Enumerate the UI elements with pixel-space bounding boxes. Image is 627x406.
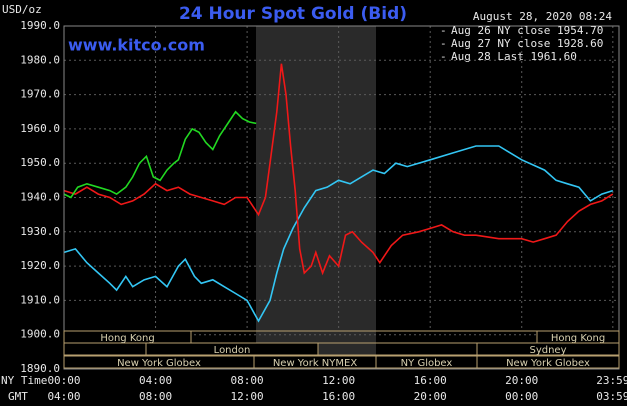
- x2-axis-label: GMT: [8, 390, 28, 403]
- y-tick-label: 1970.0: [20, 88, 60, 101]
- x2-tick-label: 20:00: [414, 390, 447, 403]
- price-line: [63, 63, 614, 276]
- session-label: New York Globex: [117, 358, 201, 369]
- x-tick-label: 12:00: [322, 374, 355, 387]
- legend-label: Aug 28 Last 1961.60: [451, 50, 577, 63]
- session-label: New York NYMEX: [273, 358, 358, 369]
- session-label: New York Globex: [506, 358, 590, 369]
- y-tick-label: 1890.0: [20, 362, 60, 375]
- chart-title: 24 Hour Spot Gold (Bid): [179, 4, 407, 24]
- x2-tick-label: 04:00: [47, 390, 80, 403]
- session-label: NY Globex: [401, 358, 453, 369]
- legend-swatch: -: [440, 37, 447, 50]
- session-box: [145, 342, 319, 356]
- y-tick-label: 1910.0: [20, 293, 60, 306]
- x2-tick-label: 12:00: [231, 390, 264, 403]
- y-tick-label: 1960.0: [20, 122, 60, 135]
- legend-label: Aug 27 NY close 1928.60: [451, 37, 603, 50]
- y-axis-label: USD/oz: [2, 3, 42, 16]
- price-line: [63, 145, 614, 323]
- x-axis-label: NY Time: [1, 374, 47, 387]
- legend-swatch: -: [440, 24, 447, 37]
- session-label: London: [214, 345, 251, 356]
- x-tick-label: 16:00: [414, 374, 447, 387]
- subtitle: www.kitco.com: [68, 36, 205, 55]
- y-tick-label: 1900.0: [20, 328, 60, 341]
- x2-tick-label: 16:00: [322, 390, 355, 403]
- session-label: Sydney: [529, 345, 566, 356]
- plot-lines: [63, 63, 614, 323]
- date: August 28, 2020 08:24: [473, 10, 612, 23]
- session-box: [476, 355, 620, 369]
- legend-swatch: -: [440, 50, 447, 63]
- legend-label: Aug 26 NY close 1954.70: [451, 24, 603, 37]
- price-line: [63, 110, 257, 199]
- y-tick-label: 1920.0: [20, 259, 60, 272]
- x-tick-label: 20:00: [505, 374, 538, 387]
- x-tick-label: 23:59: [596, 374, 627, 387]
- plot-frame: [63, 25, 620, 370]
- session-label: Hong Kong: [551, 333, 605, 344]
- session-box: [63, 330, 192, 344]
- x-tick-label: 00:00: [47, 374, 80, 387]
- x2-tick-label: 08:00: [139, 390, 172, 403]
- y-tick-label: 1930.0: [20, 225, 60, 238]
- y-tick-label: 1950.0: [20, 156, 60, 169]
- x-tick-label: 08:00: [231, 374, 264, 387]
- x-tick-label: 04:00: [139, 374, 172, 387]
- y-tick-label: 1990.0: [20, 19, 60, 32]
- y-tick-label: 1940.0: [20, 191, 60, 204]
- x2-tick-label: 03:59: [596, 390, 627, 403]
- session-label: Hong Kong: [100, 333, 154, 344]
- session-box: [476, 342, 620, 356]
- x2-tick-label: 00:00: [505, 390, 538, 403]
- y-tick-label: 1980.0: [20, 53, 60, 66]
